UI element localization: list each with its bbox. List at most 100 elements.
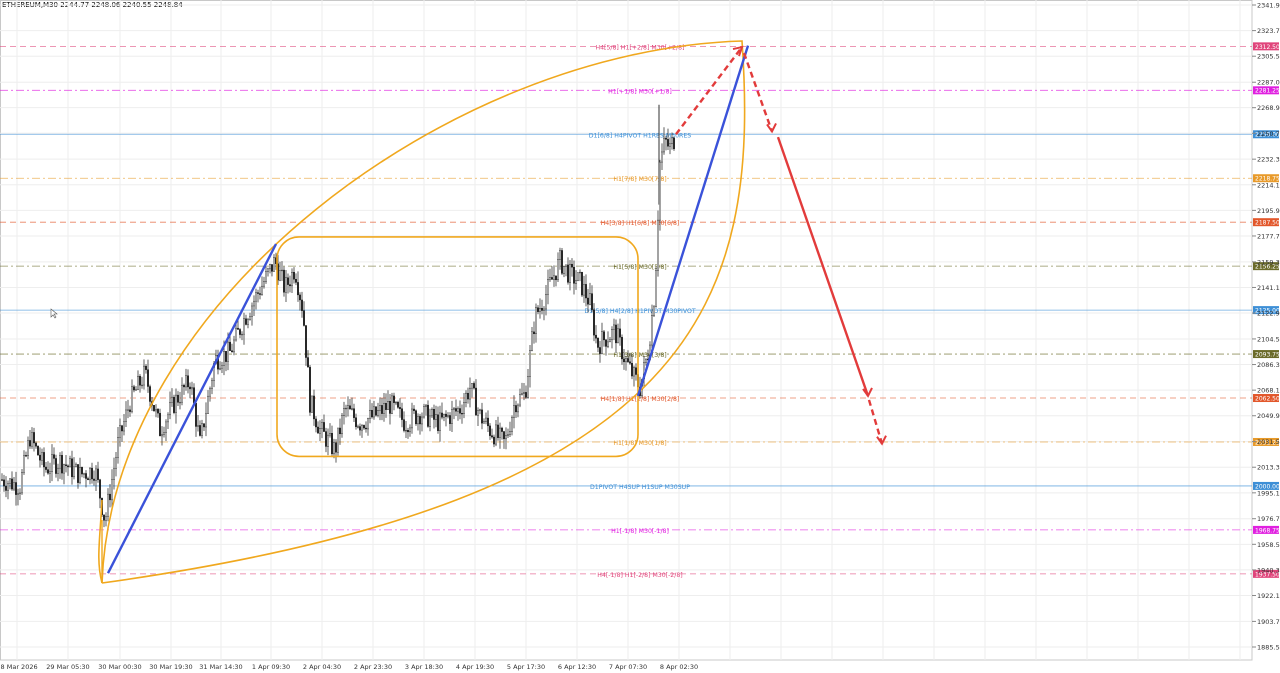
candle-body (383, 402, 385, 414)
candle-body (225, 351, 227, 362)
candle-body (17, 493, 19, 495)
candle-body (309, 366, 311, 413)
candle-body (569, 263, 571, 283)
candle-body (415, 410, 417, 425)
candle-body (137, 375, 139, 390)
candle-body (629, 361, 631, 364)
candle-body (367, 418, 369, 430)
candle-body (259, 293, 261, 295)
level-price-tag-label: 2125.00 (1255, 308, 1280, 315)
candle-body (373, 406, 375, 418)
candle-body (475, 387, 477, 416)
candle-body (523, 392, 525, 394)
candle-body (235, 327, 237, 341)
candle-body (531, 331, 533, 351)
candle-body (521, 393, 523, 395)
time-tick-label: 8 Apr 02:30 (660, 663, 698, 671)
candle-body (443, 413, 445, 418)
candle-body (287, 277, 289, 285)
candle-body (237, 327, 239, 330)
candle-body (13, 482, 15, 490)
candle-body (457, 408, 459, 412)
candle-body (557, 259, 559, 281)
level-price-tag (1253, 42, 1279, 51)
candle-body (67, 465, 69, 468)
candle-body (37, 446, 39, 456)
candle-body (313, 395, 315, 420)
candle-body (573, 266, 575, 284)
candle-body (519, 394, 521, 406)
candle-body (463, 402, 465, 414)
candle-body (231, 350, 233, 353)
candle-body (599, 347, 601, 354)
candle-body (633, 367, 635, 377)
level-price-tag (1253, 394, 1279, 403)
candle-body (199, 425, 201, 436)
level-price-tag-label: 2062.50 (1255, 395, 1280, 402)
candle-body (19, 492, 21, 494)
candle-body (173, 396, 175, 413)
candle-body (537, 307, 539, 312)
candle-body (617, 328, 619, 344)
candle-body (413, 408, 415, 411)
level-price-tag-label: 2218.75 (1255, 176, 1280, 183)
candle-body (387, 401, 389, 410)
candle-body (219, 367, 221, 370)
candle-body (123, 421, 125, 432)
candle-body (493, 436, 495, 445)
candle-body (403, 419, 405, 431)
candle-body (145, 365, 147, 370)
price-tick-label: 1922.10 (1257, 592, 1280, 600)
candle-body (431, 409, 433, 417)
red-projection-up-dashed (675, 46, 743, 135)
time-tick-label: 1 Apr 09:30 (252, 663, 290, 671)
candle-body (125, 409, 127, 422)
price-tick-label: 2232.30 (1257, 156, 1280, 164)
candle-body (323, 422, 325, 432)
candle-body (167, 414, 169, 423)
candle-body (31, 432, 33, 447)
candle-body (305, 325, 307, 358)
candle-body (143, 365, 145, 386)
candle-body (77, 464, 79, 483)
time-tick-label: 6 Apr 12:30 (558, 663, 596, 671)
candle-body (525, 392, 527, 398)
candle-body (551, 277, 553, 280)
candle-body (183, 384, 185, 388)
candle-body (221, 365, 223, 369)
candle-body (233, 339, 235, 353)
blue-trend-line-1 (106, 243, 278, 574)
level-price-tag (1253, 437, 1279, 446)
candle-body (503, 431, 505, 440)
candle-body (365, 427, 367, 430)
time-tick-label: 5 Apr 17:30 (507, 663, 545, 671)
candle-body (533, 331, 535, 335)
candle-body (589, 293, 591, 305)
candle-body (349, 405, 351, 410)
candle-body (381, 405, 383, 414)
level-label: H1[+1/8] M30[+1/8] (608, 88, 672, 95)
red-projection-tail-dashed (867, 399, 884, 445)
time-tick-label: 30 Mar 19:30 (149, 663, 192, 671)
candle-body (291, 272, 293, 287)
candle-body (205, 413, 207, 428)
candle-body (609, 339, 611, 343)
candle-body (377, 410, 379, 416)
candle-body (59, 455, 61, 469)
candle-body (273, 257, 275, 272)
red-arrow-head (862, 387, 873, 398)
candle-body (399, 407, 401, 409)
candle-body (571, 263, 573, 268)
candle-body (581, 271, 583, 296)
candle-body (163, 432, 165, 435)
candle-body (345, 407, 347, 410)
level-label: H1[1/8] M30[1/8] (613, 440, 666, 447)
candle-body (23, 455, 25, 473)
level-label: H4[-1/8] H1[-2/8] M30[-2/8] (597, 572, 682, 579)
candle-body (299, 294, 301, 301)
price-tick-label: 1958.50 (1257, 541, 1280, 549)
orange-arc-shape (98, 40, 746, 584)
candle-body (73, 466, 75, 478)
candle-body (55, 458, 57, 474)
